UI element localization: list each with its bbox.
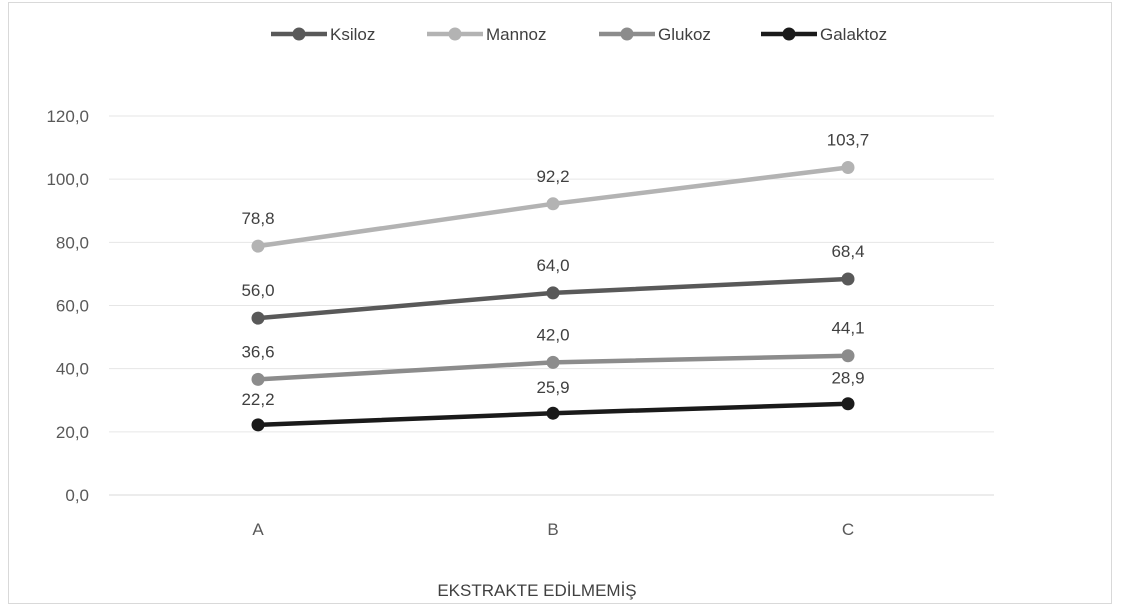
y-tick-label: 20,0 [56,423,89,442]
legend-marker [448,27,462,41]
legend-label: Galaktoz [820,25,887,44]
series-mannoz [251,160,855,253]
series-ksiloz [251,272,855,325]
data-label: 44,1 [831,319,864,338]
data-point[interactable] [546,355,560,369]
data-point[interactable] [546,406,560,420]
data-point[interactable] [251,418,265,432]
legend-marker [292,27,306,41]
legend-label: Ksiloz [330,25,375,44]
y-tick-label: 60,0 [56,297,89,316]
legend-marker [620,27,634,41]
series-galaktoz [251,397,855,432]
x-tick-label: C [842,520,854,539]
x-tick-label: A [252,520,264,539]
data-label: 42,0 [536,325,569,344]
legend-item-glukoz: Glukoz [599,25,711,44]
data-label: 25,9 [536,378,569,397]
legend-item-galaktoz: Galaktoz [761,25,887,44]
data-point[interactable] [546,197,560,211]
chart-frame: 0,0 20,0 40,0 60,0 80,0 100,0 120,0 A B C 56,0 64,… [8,2,1112,604]
y-tick-label: 80,0 [56,233,89,252]
data-point[interactable] [251,311,265,325]
data-label: 28,9 [831,369,864,388]
data-point[interactable] [546,286,560,300]
legend-item-mannoz: Mannoz [427,25,546,44]
data-label: 68,4 [831,242,864,261]
data-label: 103,7 [827,130,870,149]
data-label: 56,0 [241,281,274,300]
legend-label: Glukoz [658,25,711,44]
data-label: 92,2 [536,167,569,186]
data-label: 64,0 [536,256,569,275]
data-point[interactable] [251,372,265,386]
data-point[interactable] [841,160,855,174]
legend-item-ksiloz: Ksiloz [271,25,375,44]
data-point[interactable] [841,397,855,411]
data-point[interactable] [841,272,855,286]
data-label: 78,8 [241,209,274,228]
data-label: 22,2 [241,390,274,409]
y-tick-label: 40,0 [56,360,89,379]
x-axis-title: EKSTRAKTE EDİLMEMİŞ [437,581,636,600]
y-tick-label: 100,0 [46,170,89,189]
line-chart: 0,0 20,0 40,0 60,0 80,0 100,0 120,0 A B C 56,0 64,… [46,25,994,600]
series-glukoz [251,349,855,386]
axis-layer: 0,0 20,0 40,0 60,0 80,0 100,0 120,0 A B C [46,107,854,539]
legend: Ksiloz Mannoz Glukoz Galaktoz [271,25,887,44]
data-label-layer: 56,0 64,0 68,4 78,8 92,2 103,7 36,6 42,0 44,1 22,… [241,130,869,408]
data-point[interactable] [841,349,855,363]
legend-label: Mannoz [486,25,546,44]
data-label: 36,6 [241,342,274,361]
series-layer [251,160,855,432]
data-point[interactable] [251,239,265,253]
y-tick-label: 120,0 [46,107,89,126]
x-tick-label: B [547,520,558,539]
legend-marker [782,27,796,41]
y-tick-label: 0,0 [65,486,89,505]
